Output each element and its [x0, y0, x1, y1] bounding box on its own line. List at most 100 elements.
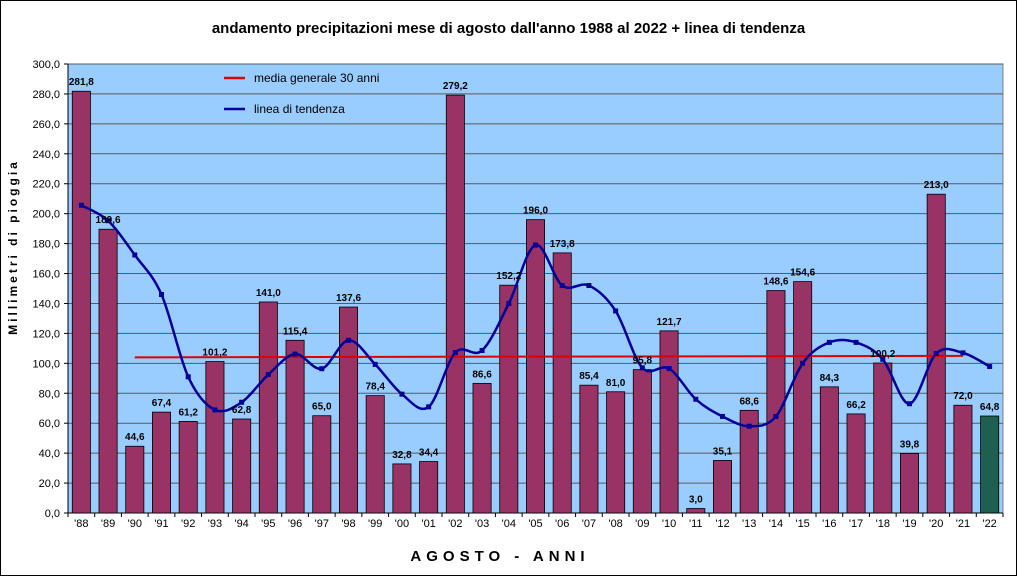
x-tick-label: '03	[475, 518, 489, 530]
x-tick-label: '06	[555, 518, 569, 530]
bar	[579, 384, 599, 514]
bar	[392, 463, 412, 514]
trend-point	[346, 337, 351, 343]
data-label: 85,4	[579, 371, 599, 382]
bar	[232, 418, 252, 514]
data-label: 95,8	[633, 356, 653, 367]
x-tick-label: '97	[315, 518, 329, 530]
x-tick-label: '91	[154, 518, 168, 530]
trend-point	[933, 350, 939, 356]
data-label: 279,2	[443, 81, 468, 92]
bar	[285, 339, 305, 514]
x-tick-label: '96	[288, 518, 302, 530]
trend-point	[853, 339, 859, 345]
y-tick-label: 80,0	[39, 388, 60, 400]
bar	[552, 252, 572, 514]
data-label: 196,0	[523, 206, 548, 217]
data-label: 101,2	[202, 348, 227, 359]
bar	[953, 404, 973, 514]
bar	[152, 411, 171, 514]
x-tick-label: '05	[528, 518, 542, 530]
bar	[365, 395, 385, 514]
data-label: 61,2	[178, 407, 198, 418]
bar	[819, 386, 839, 514]
trend-point	[132, 252, 138, 258]
trend-point	[185, 374, 191, 380]
data-label: 67,4	[152, 398, 172, 409]
trend-point	[720, 413, 725, 419]
data-label: 173,8	[550, 239, 575, 250]
x-tick-label: '11	[689, 518, 703, 530]
bar	[686, 508, 706, 514]
data-label: 213,0	[924, 180, 949, 191]
x-tick-label: '08	[608, 518, 622, 530]
x-tick-label: '94	[234, 518, 248, 530]
x-tick-label: '02	[448, 518, 462, 530]
data-label: 62,8	[232, 405, 252, 416]
x-tick-label: '12	[715, 518, 729, 530]
trend-point	[960, 350, 966, 356]
bar	[205, 361, 225, 514]
x-tick-label: '16	[822, 518, 836, 530]
trend-point	[452, 350, 458, 356]
trend-point	[372, 361, 378, 367]
y-tick-label: 280,0	[32, 89, 60, 101]
data-label: 68,6	[739, 396, 759, 407]
data-label: 66,2	[846, 400, 866, 411]
bar	[659, 330, 679, 514]
x-tick-label: '19	[902, 518, 916, 530]
trend-point	[613, 308, 619, 314]
x-tick-label: '89	[101, 518, 115, 530]
y-tick-label: 180,0	[32, 239, 60, 251]
bar	[445, 94, 465, 514]
trend-point	[239, 399, 245, 405]
x-tick-label: '09	[635, 518, 649, 530]
x-tick-label: '98	[341, 518, 355, 530]
x-tick-label: '15	[795, 518, 809, 530]
data-label: 115,4	[283, 326, 308, 337]
x-tick-label: '01	[421, 518, 435, 530]
trend-point	[773, 413, 779, 419]
data-label: 137,6	[336, 293, 361, 304]
y-tick-label: 220,0	[32, 179, 60, 191]
y-tick-label: 160,0	[32, 269, 60, 281]
x-tick-label: '17	[849, 518, 863, 530]
bar	[766, 290, 786, 514]
bar	[793, 281, 813, 514]
trend-point	[292, 351, 298, 357]
data-label: 72,0	[953, 391, 973, 402]
x-tick-label: '99	[368, 518, 382, 530]
bar	[339, 306, 358, 514]
y-tick-label: 200,0	[32, 209, 60, 221]
data-label: 141,0	[256, 288, 281, 299]
trend-point	[666, 366, 672, 372]
y-tick-label: 140,0	[32, 298, 60, 310]
x-tick-label: '14	[769, 518, 783, 530]
trend-point	[212, 407, 218, 413]
bar	[873, 362, 893, 514]
data-label: 44,6	[125, 432, 145, 443]
trend-point	[506, 300, 512, 306]
legend-label: linea di tendenza	[254, 102, 345, 116]
y-tick-label: 240,0	[32, 149, 60, 161]
bar	[178, 421, 198, 514]
x-tick-label: '95	[261, 518, 275, 530]
x-tick-label: '22	[982, 518, 996, 530]
data-label: 154,6	[790, 268, 815, 279]
y-tick-label: 260,0	[32, 119, 60, 131]
x-tick-label: '88	[74, 518, 88, 530]
data-label: 34,4	[419, 448, 439, 459]
trend-point	[987, 363, 993, 369]
x-tick-label: '07	[582, 518, 596, 530]
data-label: 64,8	[980, 402, 1000, 413]
trend-point	[586, 283, 592, 289]
data-label: 86,6	[472, 369, 492, 380]
bar	[980, 415, 1000, 514]
trend-point	[559, 283, 565, 289]
bar	[419, 461, 439, 514]
y-tick-label: 0,0	[45, 508, 60, 520]
trend-point	[105, 218, 111, 224]
x-tick-label: '13	[742, 518, 756, 530]
x-tick-label: '90	[128, 518, 142, 530]
x-tick-label: '04	[502, 518, 516, 530]
